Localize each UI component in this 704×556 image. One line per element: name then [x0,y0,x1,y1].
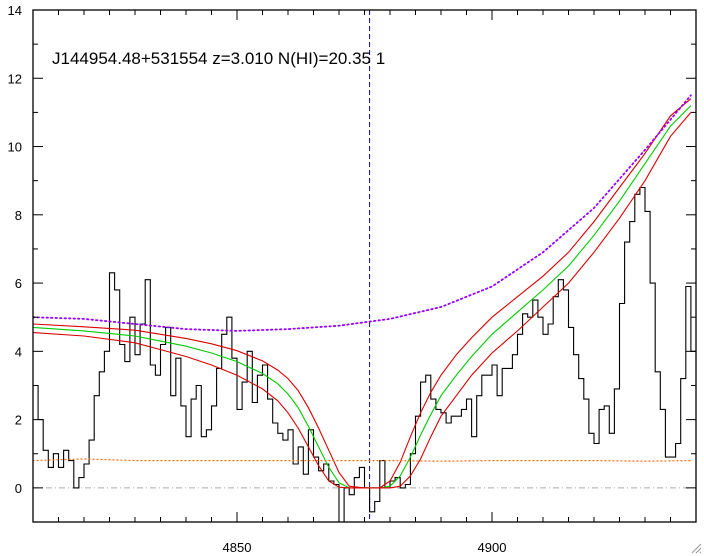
resize-grip-icon[interactable] [690,542,702,554]
model-upper-series [33,98,692,489]
x-tick-label: 4850 [223,540,252,555]
y-tick-label: 6 [15,276,22,291]
y-tick-label: 8 [15,208,22,223]
error-series [33,458,692,462]
x-tick-label: 4900 [478,540,507,555]
chart-lines-layer [33,10,696,522]
plot-frame [32,9,697,523]
chart-title: J144954.48+531554 z=3.010 N(HI)=20.35 1 [52,49,385,68]
y-tick-label: 2 [15,413,22,428]
model-series [33,105,692,489]
model-lower-series [33,112,692,489]
y-tick-label: 10 [8,140,22,155]
y-tick-label: 0 [15,481,22,496]
y-tick-label: 12 [8,71,22,86]
y-tick-label: 4 [15,344,22,359]
continuum-series [33,94,692,332]
plot-area [33,10,696,522]
y-tick-label: 14 [8,3,22,18]
axis-ticks-layer: 0 2 4 6 8 10 12 14 4850 4900 [8,3,697,555]
flux-series [33,186,696,522]
